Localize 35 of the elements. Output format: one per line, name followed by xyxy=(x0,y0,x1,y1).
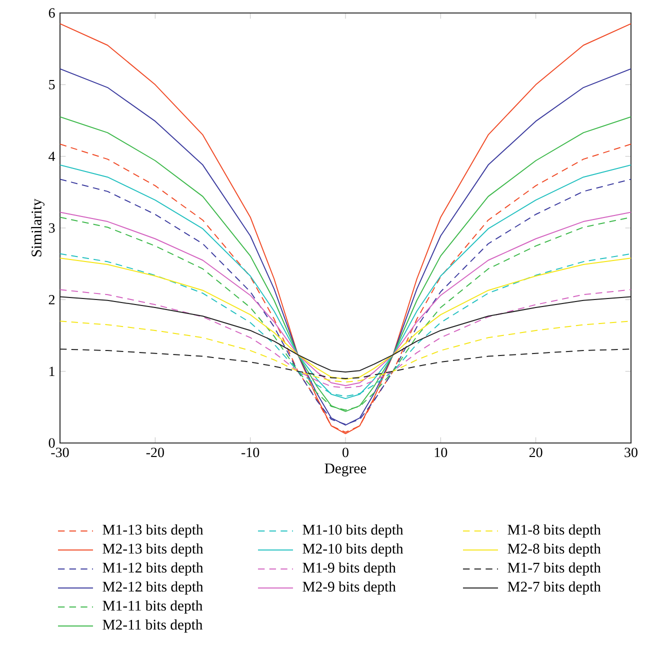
y-tick-label: 1 xyxy=(50,366,54,376)
legend-label: M2-10 bits depth xyxy=(302,543,404,557)
x-tick-label: -20 xyxy=(146,448,164,458)
legend-label: M2-11 bits depth xyxy=(102,619,203,633)
y-tick-label: 6 xyxy=(48,8,55,18)
legend-label: M1-9 bits depth xyxy=(302,562,396,576)
legend-label: M2-12 bits depth xyxy=(102,581,204,595)
y-tick-label: 4 xyxy=(48,152,56,161)
x-tick-label: -10 xyxy=(242,448,260,458)
line-series xyxy=(60,116,631,412)
x-tick-label: -30 xyxy=(51,448,69,458)
x-axis-title: Degree xyxy=(324,464,366,476)
legend-label: M2-8 bits depth xyxy=(508,543,601,557)
legend-label: M1-13 bits depth xyxy=(102,524,204,538)
x-tick-label: 10 xyxy=(434,448,448,458)
line-series xyxy=(60,296,631,373)
legend-label: M2-9 bits depth xyxy=(302,581,396,595)
legend-label: M1-10 bits depth xyxy=(302,524,404,538)
y-axis-title: Similarity xyxy=(31,198,44,256)
y-tick-label: 5 xyxy=(49,80,55,90)
x-tick-label: 0 xyxy=(342,448,348,458)
legend-label: M1-8 bits depth xyxy=(508,524,601,538)
legend-label: M1-7 bits depth xyxy=(508,562,601,576)
legend-label: M2-7 bits depth xyxy=(508,581,601,595)
legend-label: M1-11 bits depth xyxy=(102,600,203,614)
line-series xyxy=(60,348,631,379)
line-series xyxy=(60,320,631,383)
x-tick-label: 20 xyxy=(529,448,542,458)
legend-label: M2-13 bits depth xyxy=(102,543,204,557)
y-tick-label: 0 xyxy=(48,438,55,448)
y-tick-label: 3 xyxy=(48,223,55,233)
legend-label: M1-12 bits depth xyxy=(102,562,204,576)
x-tick-label: 30 xyxy=(624,448,638,458)
y-tick-label: 2 xyxy=(48,295,55,304)
line-series xyxy=(60,164,631,400)
